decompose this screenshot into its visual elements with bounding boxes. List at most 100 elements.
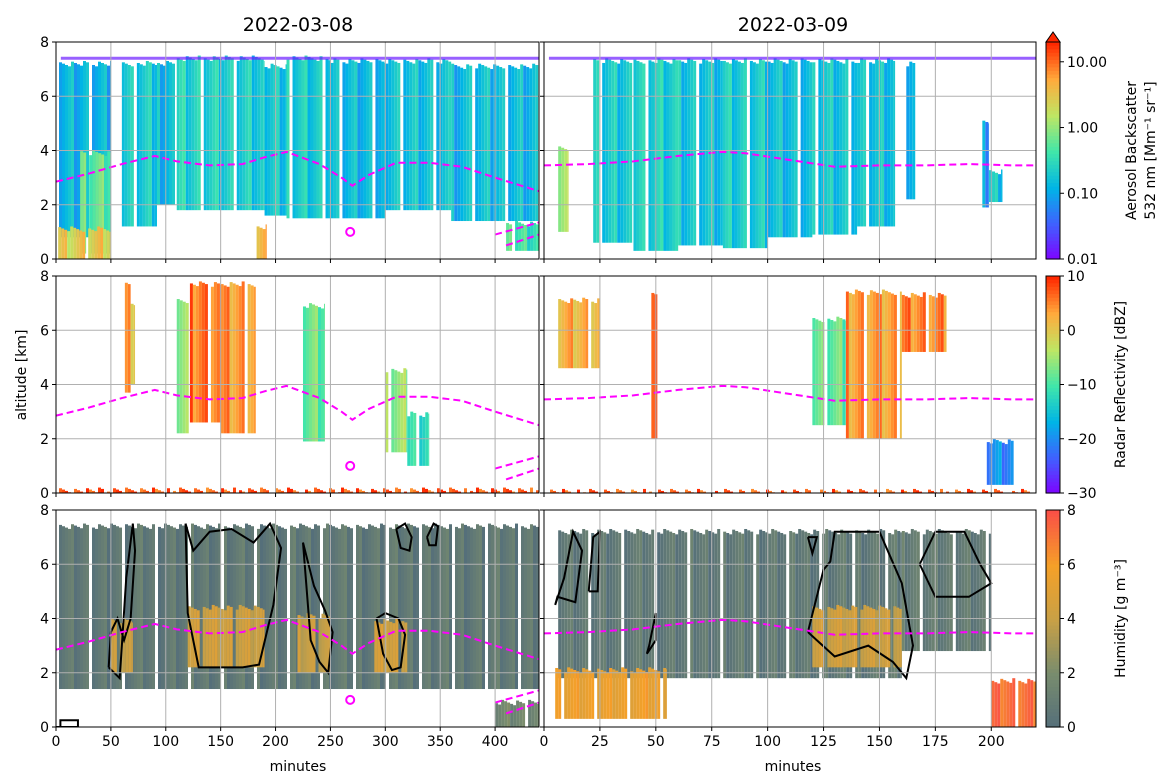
data-cell (800, 58, 804, 238)
data-cell (400, 372, 404, 453)
data-cell (320, 308, 324, 442)
colorbar-segment (1046, 557, 1060, 562)
data-cell (185, 490, 188, 493)
data-cell (991, 680, 995, 727)
data-cell (377, 491, 380, 493)
data-cell (916, 295, 920, 352)
data-cell (648, 667, 652, 719)
data-cell (391, 60, 395, 211)
data-cell (324, 615, 328, 673)
data-cell (532, 63, 536, 222)
data-cell (469, 65, 473, 222)
y-tick-label: 2 (40, 666, 49, 682)
data-cell (443, 490, 446, 493)
data-cell (212, 490, 215, 493)
data-cell (621, 667, 625, 719)
data-cell (597, 668, 601, 719)
data-cell (128, 525, 131, 690)
data-cell (262, 609, 265, 668)
data-cell-group (121, 60, 157, 227)
colorbar-segment (1046, 290, 1060, 295)
colorbar-segment (1046, 640, 1060, 645)
data-cell (865, 491, 868, 493)
data-cell (223, 285, 227, 434)
data-cell (320, 490, 323, 493)
data-cell (487, 67, 491, 222)
data-cell (253, 605, 257, 668)
colorbar-segment (1046, 636, 1060, 641)
data-cell (245, 523, 248, 690)
data-cell (513, 705, 517, 727)
data-cell (614, 62, 618, 243)
data-cell (612, 669, 616, 719)
data-cell (597, 298, 600, 369)
data-cell (798, 528, 802, 679)
colorbar-segment (1046, 117, 1060, 123)
data-cell (831, 531, 835, 679)
colorbar-segment (1046, 607, 1060, 612)
data-cell (735, 530, 739, 679)
data-cell (910, 292, 914, 352)
data-cell (833, 609, 837, 668)
data-cell (511, 66, 515, 222)
data-cell (518, 222, 522, 251)
data-cell (564, 149, 568, 232)
data-cell (80, 491, 83, 493)
data-cell (651, 668, 655, 719)
data-cell (347, 490, 350, 493)
data-cell (251, 526, 254, 690)
colorbar-segment (1046, 211, 1060, 217)
data-cell (757, 491, 760, 493)
data-cell (428, 413, 430, 466)
data-cell (762, 530, 766, 679)
data-cell (451, 63, 455, 222)
data-cell (886, 488, 889, 493)
data-cell (702, 534, 706, 679)
x-tick-label: 0 (52, 734, 61, 750)
contour-line (395, 522, 413, 552)
data-cell (609, 528, 613, 679)
colorbar-segment (1046, 132, 1060, 137)
data-cell (866, 294, 870, 439)
data-cell (233, 524, 236, 690)
data-cell (922, 534, 926, 652)
colorbar-segment (1046, 661, 1060, 667)
data-cell (875, 292, 879, 439)
data-cell (585, 669, 589, 719)
data-cell (879, 528, 883, 679)
data-cell (131, 622, 133, 673)
data-cell (913, 488, 916, 493)
colorbar-segment (1046, 230, 1060, 235)
colorbar-segment (1046, 283, 1060, 288)
data-cell (779, 60, 783, 238)
data-cell (604, 489, 607, 493)
colorbar-segment (1046, 384, 1060, 389)
data-cell (314, 487, 317, 493)
data-cell (711, 532, 715, 679)
data-cell-group (56, 487, 539, 493)
data-cell (374, 490, 377, 493)
data-cell (619, 490, 622, 493)
data-cell (440, 526, 443, 690)
data-cell (206, 59, 210, 211)
data-cell (624, 529, 628, 679)
data-cell-group (678, 58, 723, 246)
data-cell (934, 297, 938, 352)
data-cell (661, 490, 664, 493)
data-cell (600, 530, 604, 679)
data-cell (919, 296, 923, 352)
data-cell (502, 68, 506, 222)
colorbar-segment (1046, 679, 1060, 685)
data-cell (946, 532, 950, 652)
data-cell (171, 63, 175, 205)
data-cell (478, 63, 482, 222)
data-cell (922, 292, 926, 352)
data-cell (182, 60, 186, 211)
colorbar-segment (1046, 244, 1060, 249)
data-cell (424, 62, 428, 211)
data-cell (245, 58, 249, 211)
data-cell (807, 532, 811, 679)
data-cell (788, 58, 792, 238)
data-cell (95, 528, 98, 690)
data-cell (726, 532, 730, 679)
